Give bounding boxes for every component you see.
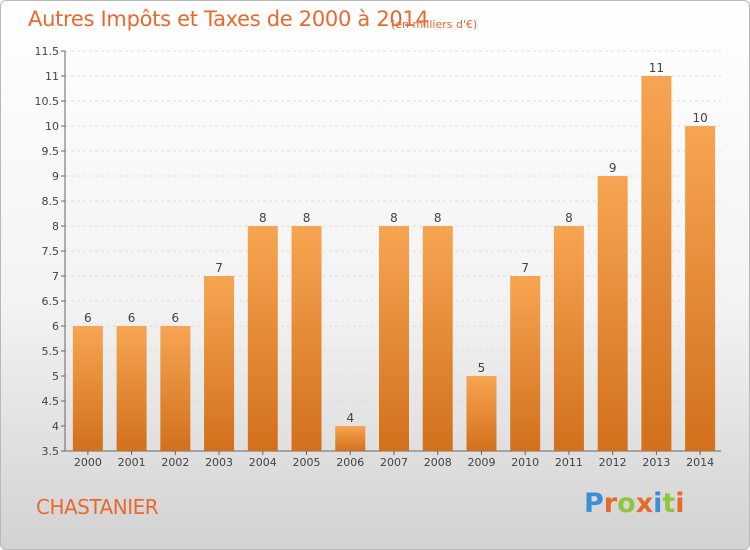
x-tick-label-2013: 2013 [642, 456, 670, 469]
y-tick-label: 7.5 [42, 245, 60, 258]
bar-2013 [641, 76, 672, 451]
data-label-2006: 4 [346, 411, 354, 425]
data-label-2010: 7 [521, 261, 529, 275]
x-tick-label-2014: 2014 [686, 456, 714, 469]
proxiti-logo: Proxiti [584, 488, 685, 519]
data-label-2001: 6 [128, 311, 136, 325]
bar-2005 [291, 226, 322, 451]
x-tick-label-2009: 2009 [467, 456, 495, 469]
bar-2012 [597, 176, 628, 451]
data-label-2005: 8 [303, 211, 311, 225]
logo-letter: P [584, 488, 604, 519]
y-tick-label: 6.5 [42, 295, 60, 308]
logo-letter: r [603, 488, 618, 519]
y-tick-label: 8 [52, 220, 59, 233]
y-tick-label: 5.5 [42, 345, 60, 358]
bar-2014 [685, 126, 716, 451]
bar-2010 [510, 276, 541, 451]
y-tick-label: 10 [45, 120, 59, 133]
y-tick-label: 9.5 [42, 145, 60, 158]
bar-2001 [116, 326, 147, 451]
chart-subtitle: (en milliers d'€) [391, 18, 478, 31]
x-tick-label-2010: 2010 [511, 456, 539, 469]
bar-2008 [422, 226, 453, 451]
x-tick-label-2003: 2003 [205, 456, 233, 469]
bar-2007 [379, 226, 409, 451]
bar-2003 [204, 276, 235, 451]
x-tick-label-2006: 2006 [336, 456, 364, 469]
bar-2006 [335, 426, 366, 451]
logo-letter: x [635, 488, 654, 519]
data-label-2004: 8 [259, 211, 267, 225]
commune-name: CHASTANIER [36, 495, 159, 519]
data-label-2002: 6 [172, 311, 180, 325]
y-tick-label: 11.5 [35, 45, 60, 58]
x-tick-label-2005: 2005 [293, 456, 321, 469]
data-label-2009: 5 [478, 361, 486, 375]
data-label-2012: 9 [609, 161, 617, 175]
x-tick-label-2001: 2001 [118, 456, 146, 469]
y-tick-label: 7 [52, 270, 59, 283]
logo-letter: o [617, 488, 636, 519]
bar-2000 [72, 326, 103, 451]
x-tick-label-2000: 2000 [74, 456, 102, 469]
data-label-2008: 8 [434, 211, 442, 225]
x-tick-label-2012: 2012 [599, 456, 627, 469]
bar-2002 [160, 326, 191, 451]
data-label-2013: 11 [649, 61, 664, 75]
y-tick-label: 5 [52, 370, 59, 383]
y-tick-label: 6 [52, 320, 59, 333]
x-tick-label-2007: 2007 [380, 456, 408, 469]
data-label-2014: 10 [692, 111, 707, 125]
logo-letter: i [653, 488, 663, 519]
x-tick-label-2008: 2008 [424, 456, 452, 469]
data-label-2011: 8 [565, 211, 573, 225]
y-tick-label: 4.5 [42, 395, 60, 408]
data-label-2003: 7 [215, 261, 223, 275]
logo-letter: i [675, 488, 685, 519]
bar-2009 [466, 376, 497, 451]
y-tick-label: 4 [52, 420, 59, 433]
y-tick-label: 11 [45, 70, 59, 83]
bar-2011 [553, 226, 584, 451]
y-tick-label: 3.5 [42, 445, 60, 458]
y-tick-label: 10.5 [35, 95, 60, 108]
y-tick-label: 8.5 [42, 195, 60, 208]
x-tick-label-2011: 2011 [555, 456, 583, 469]
chart-title: Autres Impôts et Taxes de 2000 à 2014 [28, 7, 429, 31]
data-label-2000: 6 [84, 311, 92, 325]
x-tick-label-2002: 2002 [161, 456, 189, 469]
x-tick-label-2004: 2004 [249, 456, 277, 469]
bar-2004 [247, 226, 278, 451]
logo-letter: t [662, 488, 676, 519]
y-tick-label: 9 [52, 170, 59, 183]
data-label-2007: 8 [390, 211, 398, 225]
